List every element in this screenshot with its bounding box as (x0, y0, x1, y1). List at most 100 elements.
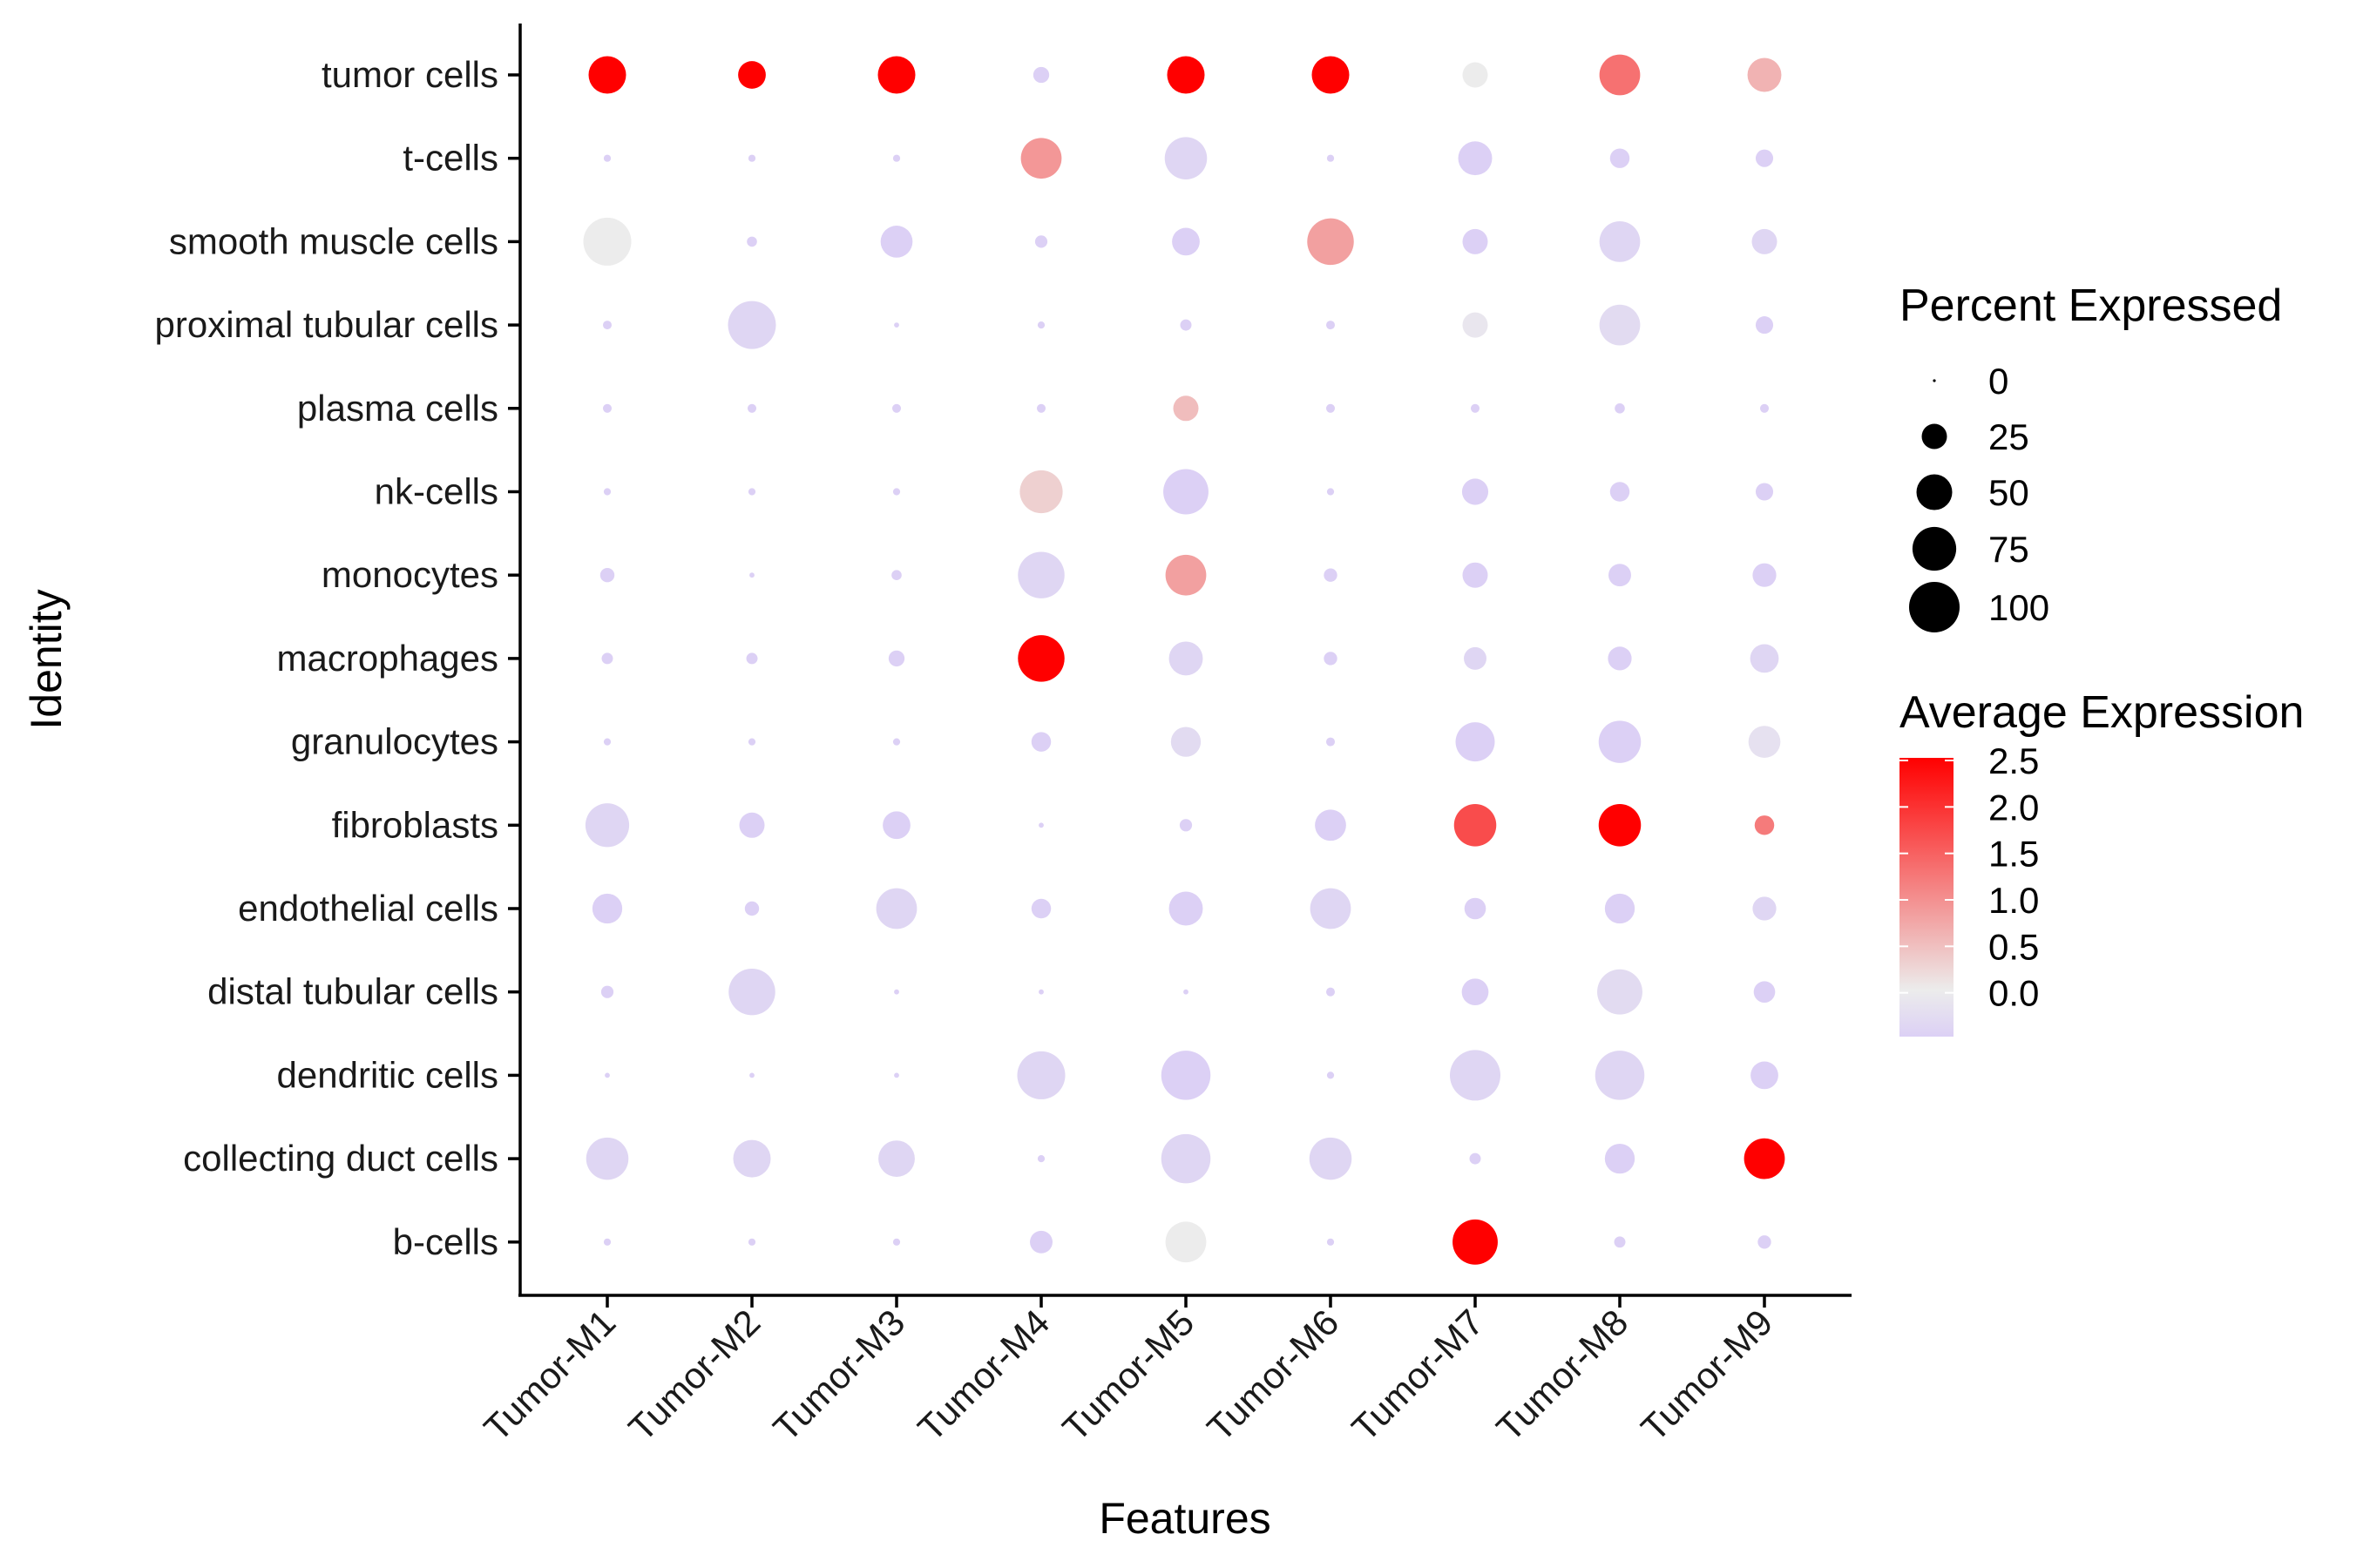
dot (1167, 56, 1205, 94)
dot (876, 888, 918, 929)
dot (1161, 1133, 1211, 1184)
dot (739, 812, 765, 838)
dot (892, 1238, 901, 1246)
dot (1597, 969, 1642, 1015)
size-legend-dot (1916, 474, 1953, 510)
dot (1598, 720, 1642, 763)
dot (1752, 563, 1777, 587)
color-legend-label: 0.0 (1988, 973, 2039, 1014)
x-tick-label: Tumor-M3 (765, 1301, 912, 1449)
color-legend-bar (1899, 758, 1954, 1037)
dot (586, 1137, 629, 1180)
dot (1452, 1219, 1498, 1265)
dot (1037, 1154, 1046, 1163)
dot (1161, 1051, 1211, 1100)
size-legend-label: 100 (1988, 587, 2049, 628)
size-legend-dot (1909, 582, 1960, 632)
dot (603, 488, 612, 496)
dot (605, 1072, 610, 1078)
dot (1325, 403, 1336, 413)
dot (748, 1238, 756, 1246)
dot (894, 989, 899, 995)
size-legend-dot (1921, 423, 1947, 449)
x-tick-label: Tumor-M2 (620, 1301, 768, 1449)
dot (1458, 141, 1493, 176)
dot (1168, 641, 1203, 676)
y-axis-ticks: tumor cells t-cells smooth muscle cells pro… (155, 54, 520, 1262)
dot (1324, 652, 1337, 666)
y-tick-label: t-cells (403, 138, 498, 179)
dot (1310, 888, 1351, 929)
dot (1307, 218, 1354, 266)
dot (728, 301, 776, 349)
dot (894, 1072, 899, 1078)
dot (601, 652, 613, 665)
size-legend-dot (1933, 379, 1936, 382)
dot (599, 567, 615, 583)
dot (1311, 56, 1350, 94)
dot (1604, 893, 1635, 924)
dot (603, 1238, 612, 1246)
size-legend-label: 25 (1988, 416, 2029, 457)
y-tick-label: endothelial cells (238, 888, 498, 929)
dot (1179, 819, 1193, 832)
dot (1752, 896, 1777, 921)
dot (1608, 646, 1632, 671)
dot (888, 650, 905, 667)
dot (1168, 891, 1203, 926)
dot-marks (583, 54, 1785, 1265)
x-tick-label: Tumor-M7 (1344, 1301, 1491, 1449)
dot (892, 488, 901, 496)
y-tick-label: b-cells (393, 1221, 498, 1262)
dot (1757, 1235, 1771, 1249)
dot (1750, 644, 1779, 673)
dot (1755, 316, 1774, 335)
dot (1604, 1143, 1635, 1174)
size-legend-title: Percent Expressed (1899, 280, 2282, 331)
dot (1461, 478, 1489, 505)
dot (1755, 483, 1774, 501)
dot (592, 893, 623, 924)
dot (880, 226, 913, 258)
dot (749, 1072, 755, 1078)
dot (1030, 1230, 1053, 1254)
dot (1599, 304, 1641, 346)
size-legend-dot (1912, 526, 1957, 571)
dot (600, 985, 614, 998)
dot (1033, 66, 1050, 84)
x-tick-label: Tumor-M4 (910, 1301, 1057, 1449)
y-tick-label: granulocytes (291, 721, 498, 762)
dot (585, 803, 630, 848)
dot (892, 154, 901, 162)
dot (1325, 737, 1336, 747)
dot (1165, 1221, 1207, 1263)
dot (748, 488, 756, 496)
x-axis-title: Features (1099, 1494, 1270, 1543)
color-legend-label: 2.0 (1988, 787, 2039, 828)
x-tick-label: Tumor-M6 (1199, 1301, 1346, 1449)
dot (1036, 403, 1046, 413)
dot (733, 1139, 771, 1178)
dot (1599, 221, 1641, 262)
color-legend-title: Average Expression (1899, 687, 2304, 738)
y-tick-label: monocytes (322, 554, 498, 595)
y-tick-label: plasma cells (297, 388, 498, 429)
dot (738, 61, 766, 89)
color-legend-label: 1.5 (1988, 834, 2039, 875)
dot (1163, 469, 1209, 515)
dot (891, 570, 902, 580)
dot (748, 738, 756, 746)
size-legend: 0 25 50 75 100 (1909, 361, 2049, 632)
dot (602, 321, 613, 330)
dot (1453, 804, 1497, 847)
dot (1464, 897, 1486, 920)
dot (1464, 646, 1486, 670)
dot (1325, 321, 1336, 330)
dot (1609, 482, 1630, 502)
dot (588, 56, 626, 94)
dot (877, 56, 916, 94)
dot (1037, 321, 1046, 329)
dot (1614, 1236, 1626, 1248)
dot (1039, 989, 1044, 995)
dot (883, 811, 911, 840)
